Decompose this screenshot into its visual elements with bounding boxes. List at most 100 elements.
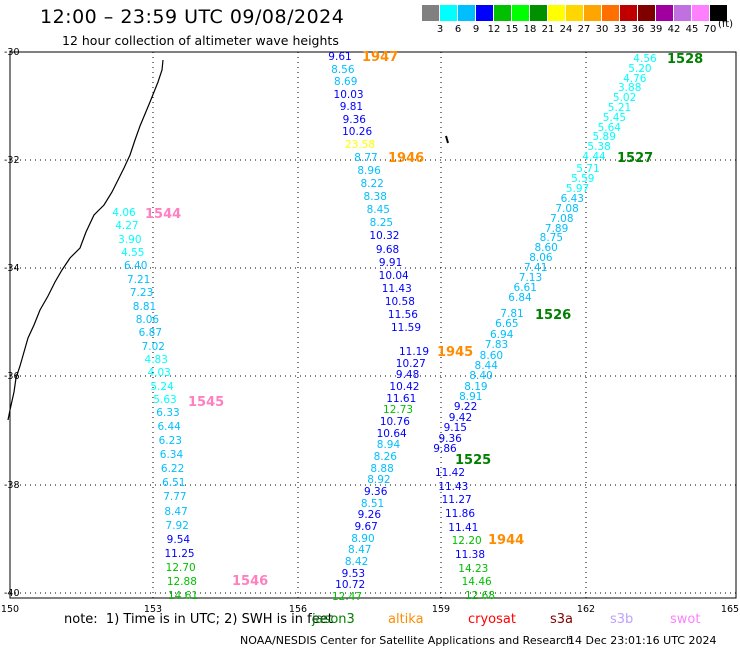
wave-height-value: 9.67 [354, 521, 378, 533]
wave-height-value: 23.58 [344, 139, 376, 151]
pass-time-label: 1945 [437, 345, 474, 360]
wave-height-value: 9.36 [364, 486, 388, 498]
wave-height-value: 8.60 [534, 242, 558, 255]
wave-height-value: 7.23 [129, 287, 154, 300]
wave-height-value: 14.61 [167, 590, 199, 602]
scale-swatch [458, 5, 475, 21]
wave-height-value: 11.19 [398, 346, 430, 358]
wave-height-value: 7.89 [544, 222, 569, 235]
wave-height-value: 11.43 [438, 480, 469, 493]
wave-height-value: 9.36 [438, 432, 462, 445]
lon-label: 156 [288, 604, 308, 615]
wave-height-value: 8.92 [367, 474, 391, 487]
scale-label: 42 [667, 24, 681, 35]
scale-swatch [602, 5, 619, 21]
wave-height-value: 7.41 [523, 262, 548, 275]
wave-height-value: 8.25 [369, 217, 394, 230]
wave-height-value: 8.26 [373, 451, 397, 463]
scale-swatch [620, 5, 637, 21]
scale-swatch [710, 5, 727, 21]
wave-height-value: 6.65 [495, 318, 519, 331]
wave-height-value: 5.38 [587, 141, 611, 154]
wave-height-value: 12.68 [464, 590, 496, 602]
wave-height-value: 10.32 [369, 230, 400, 243]
wave-height-value: 8.56 [331, 63, 355, 76]
wave-height-value: 11.41 [448, 521, 479, 534]
wave-height-value: 10.26 [342, 126, 373, 139]
lon-label: 159 [431, 604, 451, 615]
wave-height-value: 10.42 [389, 381, 420, 393]
wave-height-value: 4.56 [633, 53, 657, 65]
wave-height-value: 8.51 [360, 497, 385, 510]
scale-swatch [692, 5, 709, 21]
scale-swatch [674, 5, 691, 21]
wave-height-value: 9.86 [433, 443, 457, 455]
generation-timestamp: 14 Dec 23:01:16 UTC 2024 [568, 634, 717, 647]
satellite-swot: swot [670, 612, 701, 627]
wave-height-value: 4.27 [115, 220, 139, 233]
wave-height-value: 5.02 [612, 92, 637, 105]
wave-height-value: 8.06 [529, 252, 553, 265]
wave-height-value: 12.20 [451, 535, 482, 548]
pass-time-label: 1944 [488, 533, 525, 548]
pass-time-label: 1946 [388, 151, 425, 166]
wave-height-value: 9.53 [341, 567, 366, 580]
scale-label: 15 [505, 24, 519, 35]
wave-height-value: 12.88 [166, 575, 197, 588]
wave-height-value: 6.34 [159, 449, 184, 462]
pass-time-label: 1526 [535, 308, 572, 323]
wave-height-value: 10.64 [376, 427, 407, 440]
wave-height-value: 5.20 [628, 62, 652, 75]
wave-height-value: 12.47 [331, 591, 363, 603]
lat-label: -34 [4, 263, 20, 274]
wave-height-value: 8.45 [366, 204, 390, 217]
scale-label: 39 [649, 24, 663, 35]
scale-swatch [422, 5, 439, 21]
pass-time-label: 1545 [188, 395, 225, 410]
wave-height-value: 3.88 [617, 82, 642, 95]
wave-height-value: 5.21 [607, 102, 632, 114]
pass-time-label: 1525 [455, 453, 492, 468]
wave-height-value: 11.25 [164, 547, 195, 560]
map-title: 12:00 – 23:59 UTC 09/08/2024 [40, 6, 345, 28]
scale-label: 30 [595, 24, 609, 35]
scale-swatch [548, 5, 565, 21]
wave-height-value: 10.76 [379, 416, 410, 428]
scale-unit: (ft) [718, 19, 734, 30]
lon-label: 165 [720, 604, 740, 615]
wave-height-value: 9.48 [395, 369, 420, 382]
lat-lon-grid [10, 51, 736, 598]
wave-height-value: 7.92 [165, 519, 189, 532]
scale-swatch [512, 5, 529, 21]
wave-height-value: 4.83 [144, 353, 168, 366]
scale-label: 36 [631, 24, 645, 35]
wave-height-value: 5.63 [153, 394, 177, 406]
scale-label: 3 [436, 24, 444, 35]
pass-time-label: 1527 [617, 151, 654, 166]
wave-height-value: 4.03 [147, 367, 171, 380]
wave-height-value: 9.54 [166, 533, 191, 546]
wave-height-value: 11.61 [386, 392, 417, 405]
wave-height-value: 8.94 [376, 439, 401, 452]
wave-height-value: 9.15 [443, 422, 467, 435]
scale-label: 27 [577, 24, 591, 35]
wave-height-value: 8.81 [132, 300, 157, 313]
pass-time-label: 1528 [667, 52, 704, 67]
scale-swatch [476, 5, 493, 21]
lon-label: 150 [0, 604, 20, 615]
wave-height-value: 5.97 [565, 182, 590, 195]
pass-time-label: 1947 [362, 50, 399, 65]
wave-height-value: 6.44 [157, 421, 181, 434]
wave-height-value: 10.03 [333, 88, 364, 101]
wave-height-value: 8.77 [354, 152, 378, 164]
wave-height-value: 5.71 [576, 163, 600, 175]
lon-label: 162 [576, 604, 596, 615]
scale-label: 12 [487, 24, 501, 35]
wave-height-value: 7.21 [126, 273, 151, 286]
wave-height-value: 6.43 [560, 192, 584, 205]
island-mark [445, 135, 449, 144]
wave-height-value: 6.40 [124, 260, 148, 273]
wave-height-value: 5.64 [597, 121, 621, 134]
wave-height-value: 5.59 [571, 172, 595, 185]
wave-height-value: 8.96 [357, 165, 381, 178]
